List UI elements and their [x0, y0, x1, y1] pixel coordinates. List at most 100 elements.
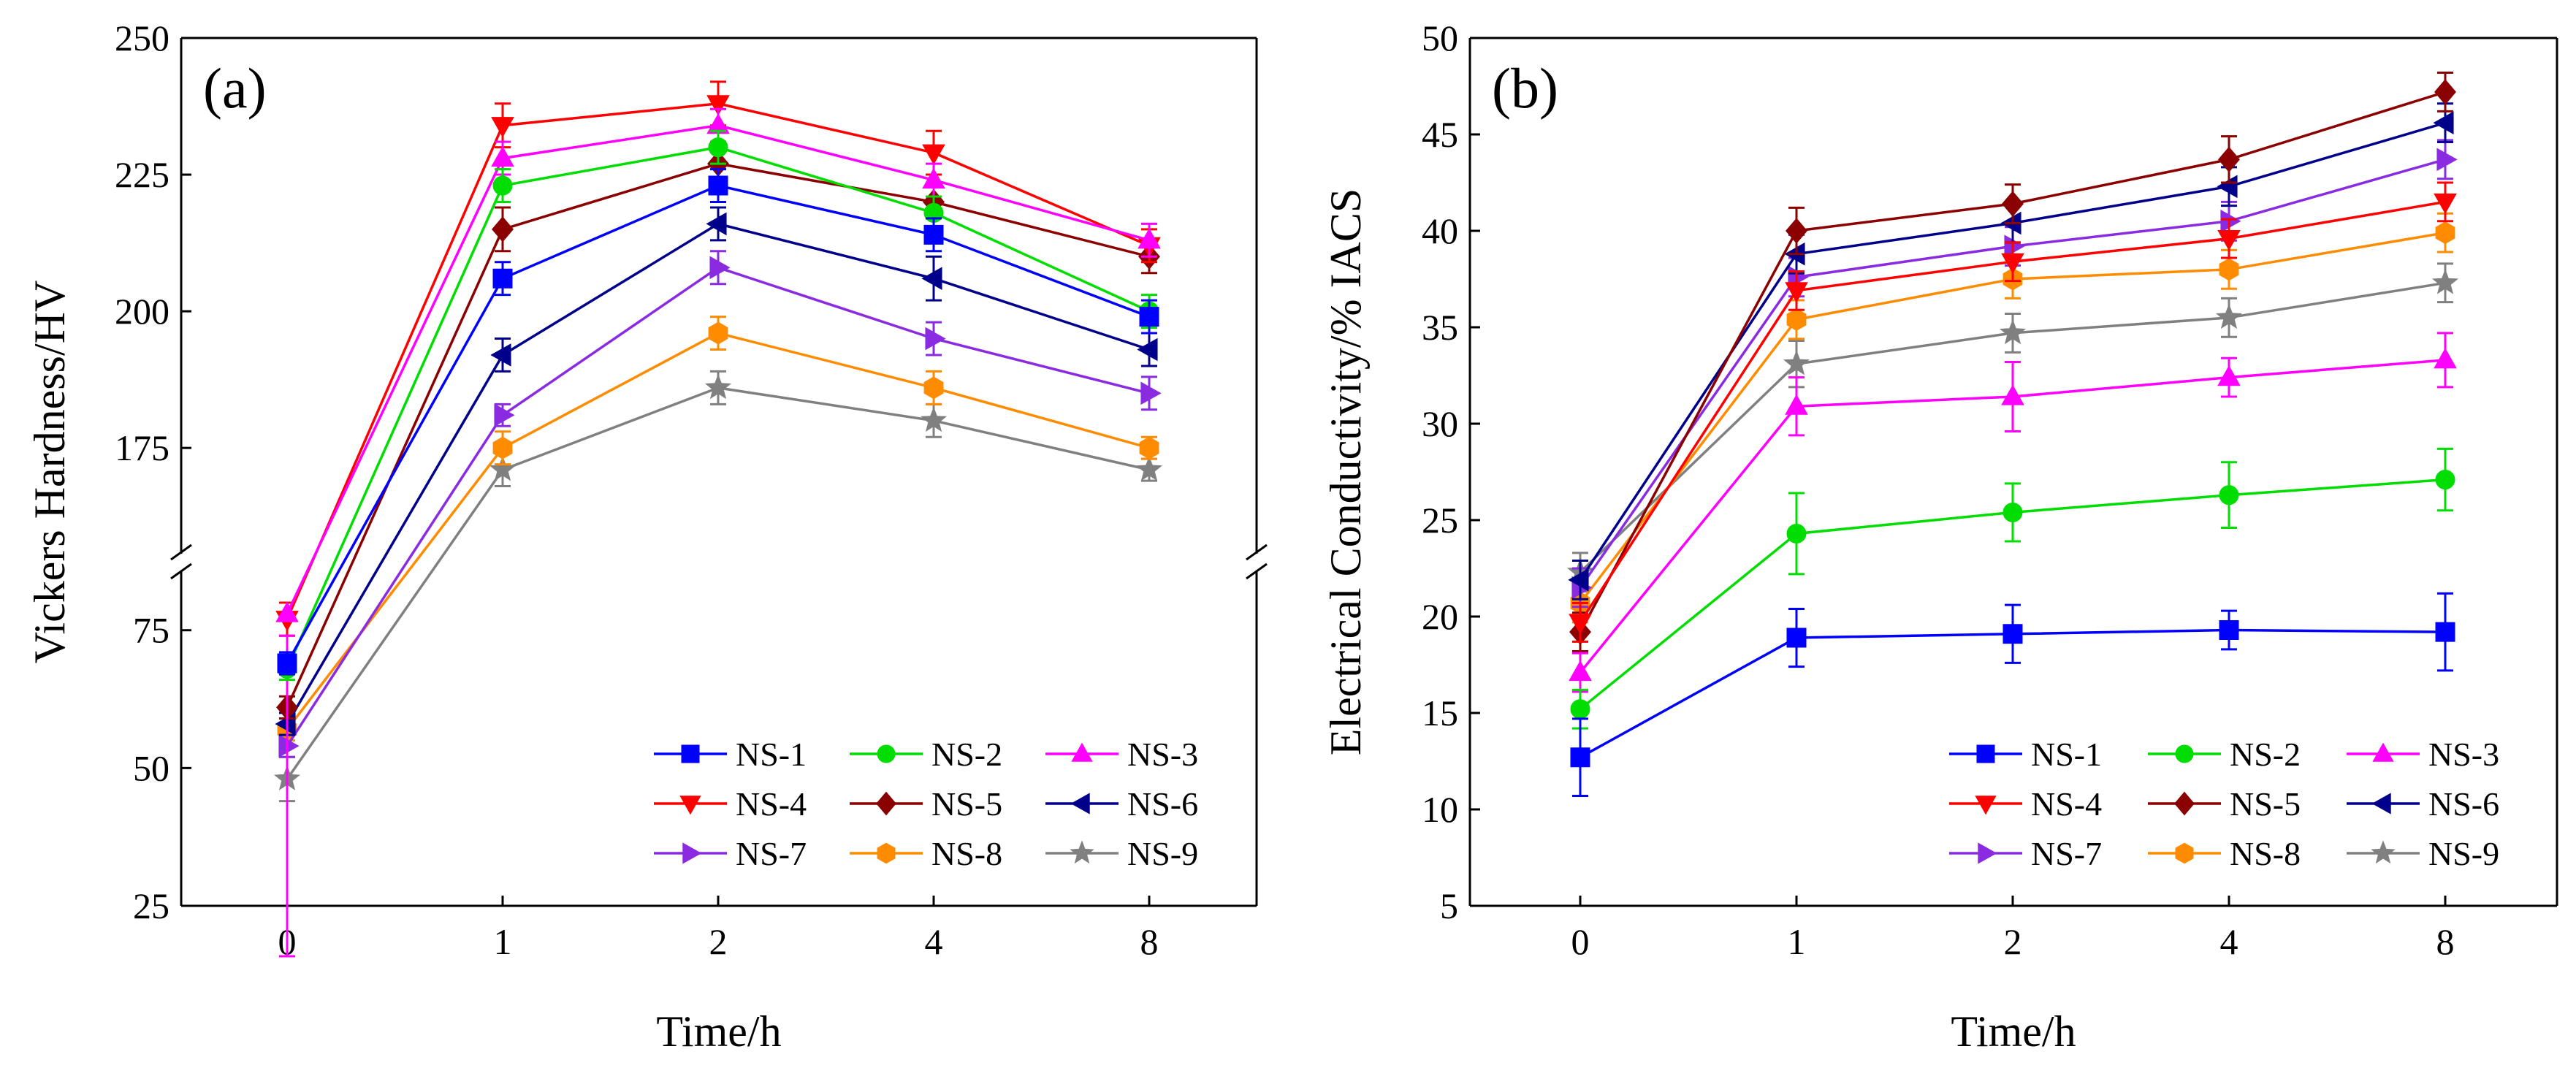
legend-label: NS-3: [1127, 736, 1198, 773]
legend-marker: [1975, 796, 1997, 815]
legend-label: NS-5: [931, 785, 1002, 823]
y-tick-label: 35: [1422, 307, 1458, 348]
x-tick-label: 1: [494, 921, 512, 962]
data-point: [2003, 624, 2023, 644]
data-point: [278, 734, 300, 758]
y-tick-label: 225: [115, 154, 169, 195]
data-point: [277, 653, 297, 674]
panel-label: (b): [1492, 56, 1558, 120]
data-point: [923, 224, 944, 245]
y-tick-label: 30: [1422, 403, 1458, 444]
legend-marker: [1976, 744, 1995, 763]
data-point: [706, 212, 727, 236]
data-point: [2431, 269, 2459, 294]
x-axis-title: Time/h: [1951, 1007, 2076, 1056]
data-point: [2215, 303, 2243, 329]
legend-marker: [877, 744, 896, 763]
data-point: [2436, 148, 2458, 172]
legend-label: NS-6: [2428, 785, 2499, 823]
data-point: [2217, 365, 2241, 386]
data-point: [2218, 146, 2240, 172]
data-point: [1569, 660, 1592, 682]
data-point: [491, 117, 514, 138]
legend-marker: [1978, 842, 1997, 864]
data-point: [1138, 228, 1161, 249]
data-point: [709, 256, 731, 280]
series-ns-1: [1570, 592, 2455, 798]
axis-break-mark: [170, 562, 192, 580]
legend-label: NS-7: [736, 835, 807, 872]
data-point: [708, 175, 728, 196]
y-tick-label: 10: [1422, 789, 1458, 830]
series-ns-4: [1569, 181, 2457, 643]
data-point: [922, 144, 945, 165]
data-point: [1999, 319, 2027, 345]
series-ns-7: [278, 250, 1162, 758]
legend-label: NS-3: [2428, 736, 2499, 773]
data-point: [490, 343, 511, 367]
data-point: [1785, 282, 1808, 303]
legend-marker: [2371, 793, 2391, 815]
y-axis-title: Electrical Conductivity/% IACS: [1322, 188, 1370, 756]
data-point: [492, 436, 513, 459]
x-tick-label: 8: [2436, 921, 2455, 962]
y-tick-label: 75: [133, 610, 169, 651]
data-point: [922, 167, 945, 189]
data-point: [2435, 221, 2455, 245]
data-point: [1786, 308, 1807, 331]
x-tick-label: 8: [1140, 921, 1159, 962]
legend-marker: [2371, 840, 2396, 864]
legend-marker: [1070, 793, 1090, 815]
legend-label: NS-6: [1127, 785, 1198, 823]
data-point: [2217, 175, 2238, 199]
y-axis-title: Vickers Hardness/HV: [26, 281, 74, 664]
series-ns-2: [1570, 447, 2455, 730]
axis-break-mark: [1246, 543, 1268, 561]
y-tick-label: 250: [115, 18, 169, 58]
data-point: [704, 373, 732, 400]
legend-marker: [2174, 791, 2195, 816]
data-point: [492, 175, 513, 196]
y-tick-label: 25: [133, 885, 169, 926]
legend-marker: [876, 791, 896, 816]
data-point: [2435, 470, 2455, 490]
data-point: [706, 95, 730, 116]
x-tick-label: 1: [1788, 921, 1806, 962]
y-tick-label: 50: [1422, 18, 1458, 58]
data-point: [2433, 111, 2454, 134]
data-point: [920, 406, 948, 432]
legend: NS-1 NS-2 NS-3 NS-4 NS-5 NS-6 NS-7 NS-8 NS-9: [654, 736, 1198, 872]
legend-marker: [2372, 742, 2394, 762]
data-point: [1569, 614, 1592, 635]
axis-break-mark: [170, 543, 192, 561]
legend-marker: [679, 796, 701, 815]
y-axis: 5 10 15 20 25 30 35 40 45 50: [1422, 18, 1480, 926]
data-point: [2219, 485, 2239, 506]
data-point: [2003, 502, 2023, 522]
data-point: [1570, 699, 1590, 720]
data-point: [2434, 348, 2457, 369]
x-tick-label: 2: [2004, 921, 2022, 962]
data-point: [923, 376, 944, 400]
panel-b-conductivity-chart: 5 10 15 20 25 30 35 40 45 50 0 1 2 4 8 Time/h Electrical…: [1322, 18, 2558, 1056]
data-point: [492, 268, 513, 289]
legend-label: NS-5: [2230, 785, 2301, 823]
data-point: [2004, 234, 2025, 258]
data-point: [925, 327, 946, 351]
y-tick-label: 15: [1422, 693, 1458, 733]
data-point: [2217, 230, 2241, 251]
plot-frame: [1468, 37, 2558, 907]
y-axis: 25 50 75 175 200 225 250: [115, 18, 191, 926]
data-point: [2001, 384, 2024, 405]
data-point: [2220, 209, 2241, 233]
data-point: [492, 216, 514, 243]
y-tick-label: 25: [1422, 500, 1458, 541]
legend-label: NS-9: [1127, 835, 1198, 872]
legend-label: NS-1: [2031, 736, 2102, 773]
legend-marker: [1071, 742, 1093, 762]
legend-marker: [682, 842, 702, 864]
data-point: [491, 145, 514, 167]
